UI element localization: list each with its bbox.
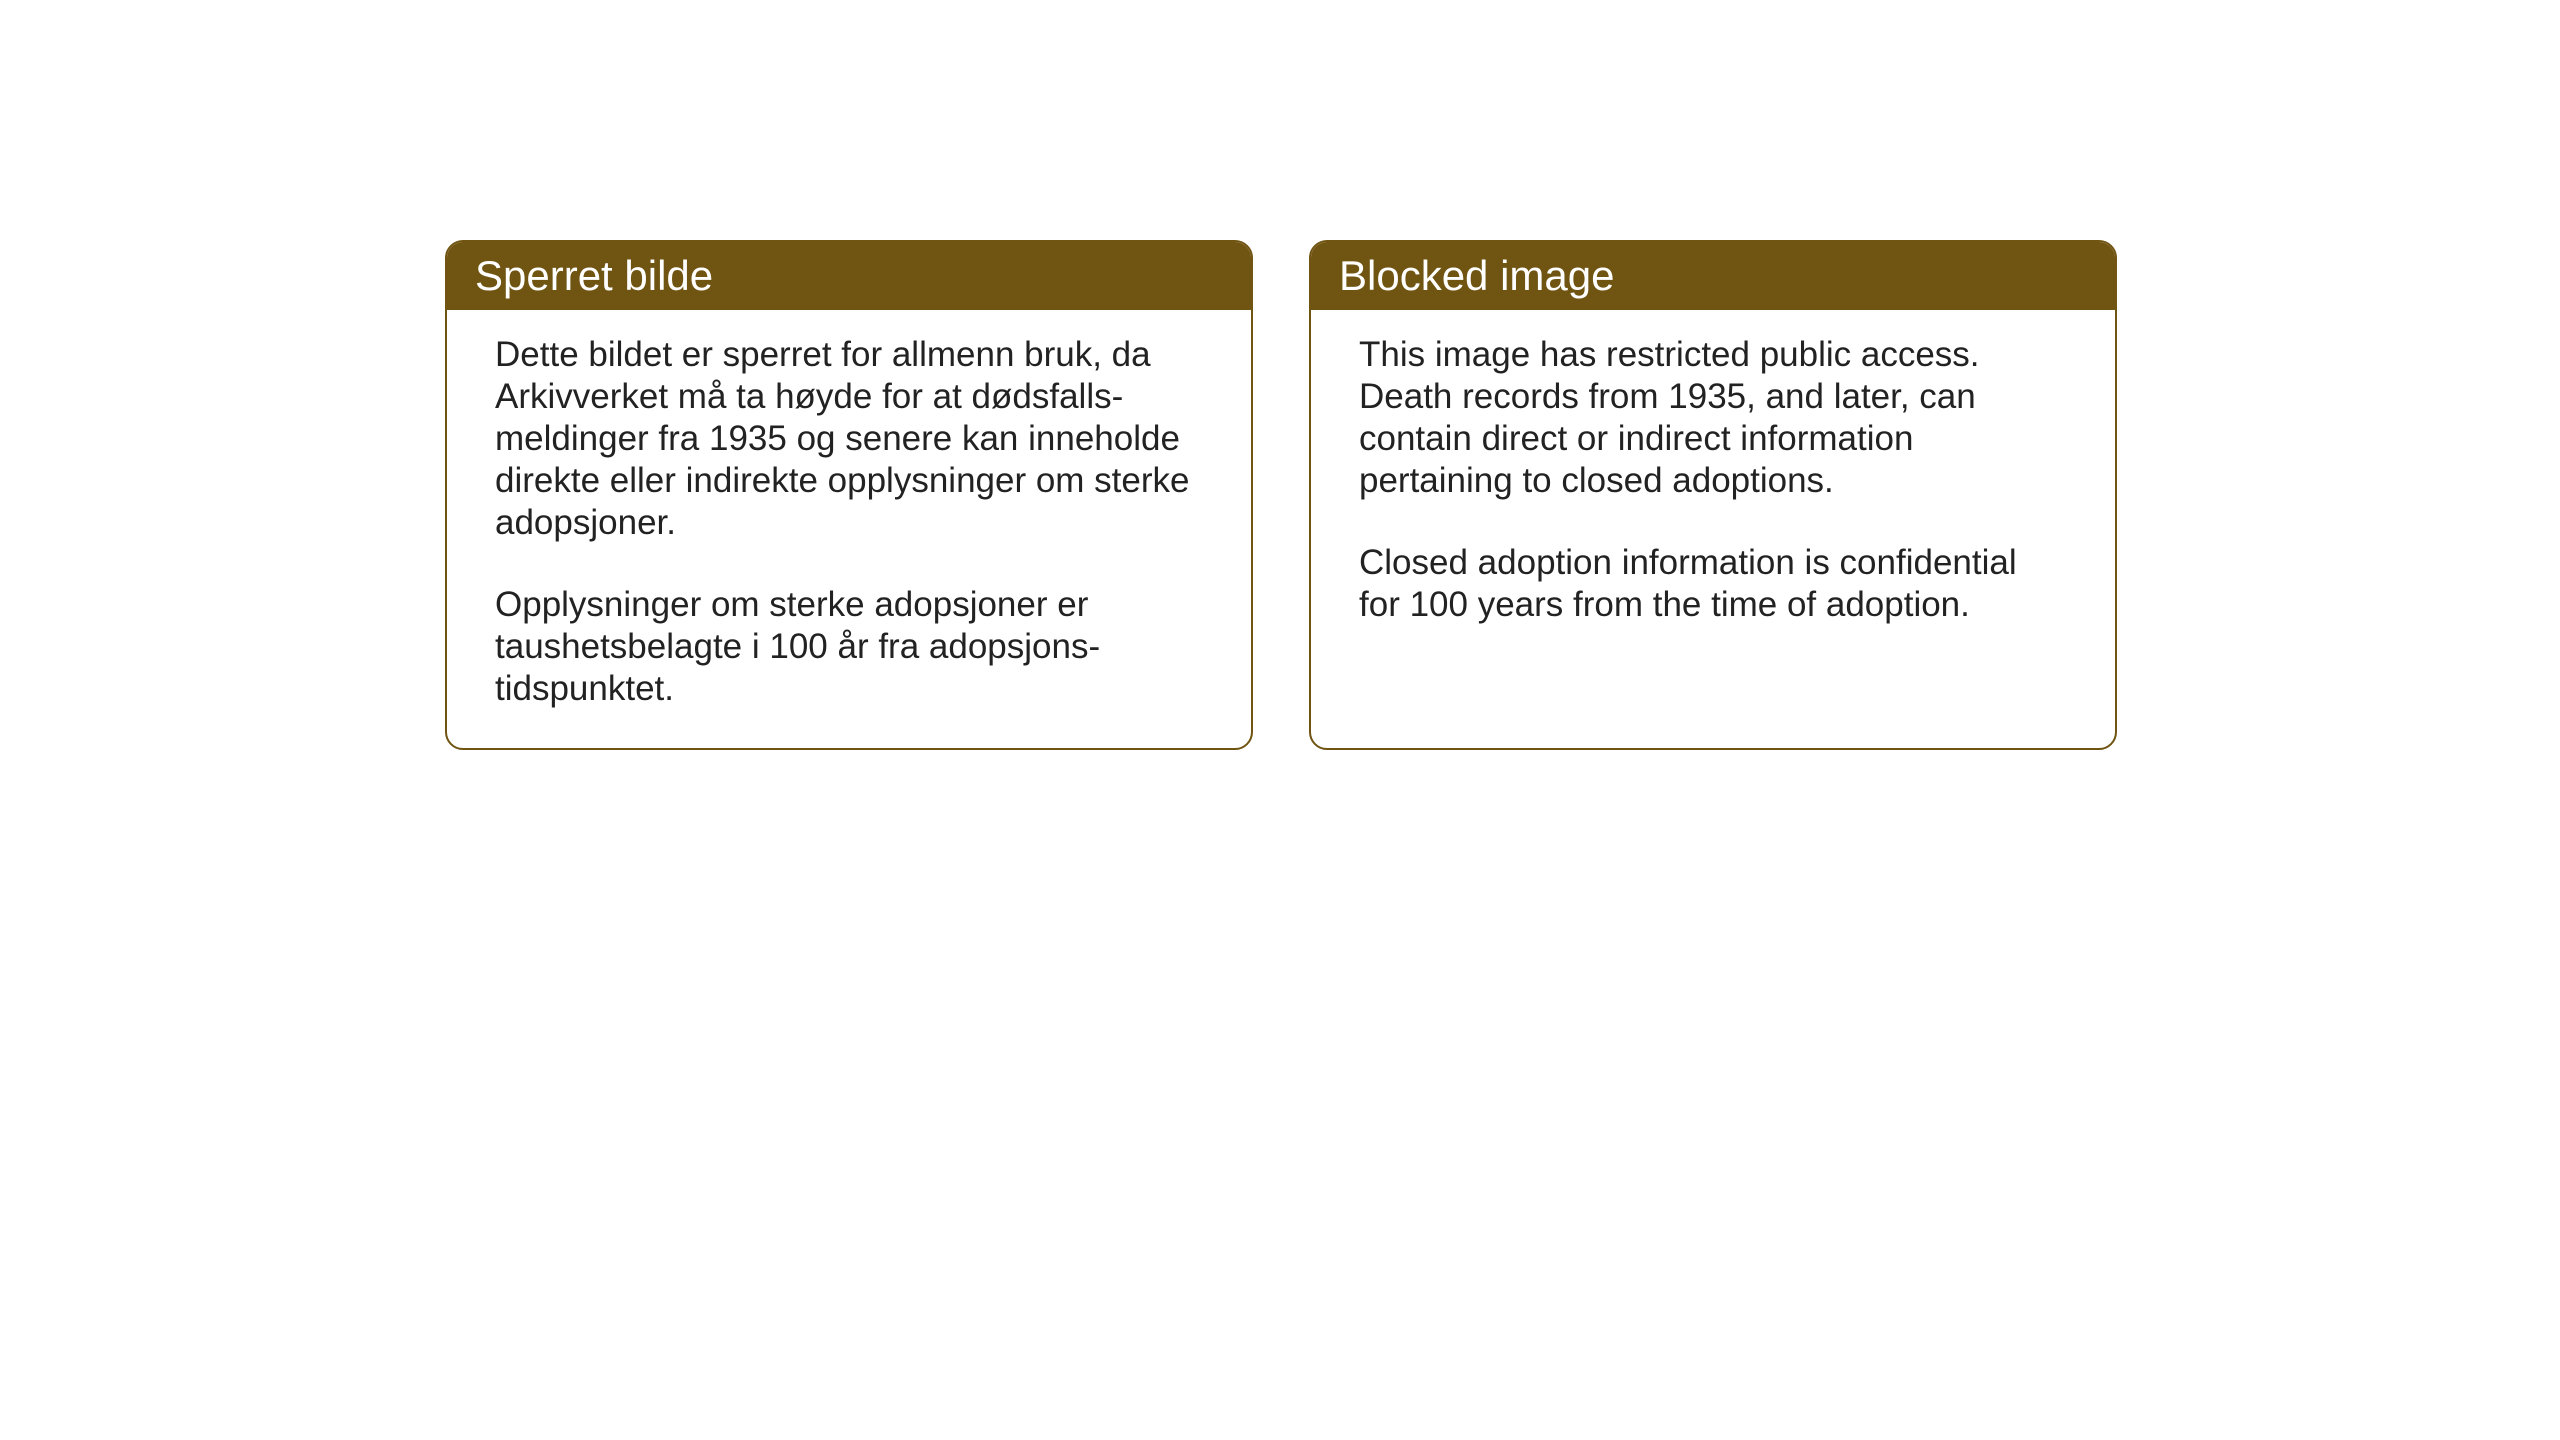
card-container: Sperret bilde Dette bildet er sperret fo…: [445, 240, 2117, 750]
card-norwegian-header: Sperret bilde: [447, 242, 1251, 310]
card-norwegian-paragraph-1: Dette bildet er sperret for allmenn bruk…: [495, 334, 1203, 544]
card-english-body: This image has restricted public access.…: [1311, 310, 2115, 650]
card-english-header: Blocked image: [1311, 242, 2115, 310]
card-norwegian-title: Sperret bilde: [475, 252, 713, 299]
card-norwegian-body: Dette bildet er sperret for allmenn bruk…: [447, 310, 1251, 734]
card-english-title: Blocked image: [1339, 252, 1614, 299]
card-english-paragraph-2: Closed adoption information is confident…: [1359, 542, 2067, 626]
card-english: Blocked image This image has restricted …: [1309, 240, 2117, 750]
card-norwegian: Sperret bilde Dette bildet er sperret fo…: [445, 240, 1253, 750]
card-norwegian-paragraph-2: Opplysninger om sterke adopsjoner er tau…: [495, 584, 1203, 710]
card-english-paragraph-1: This image has restricted public access.…: [1359, 334, 2067, 502]
